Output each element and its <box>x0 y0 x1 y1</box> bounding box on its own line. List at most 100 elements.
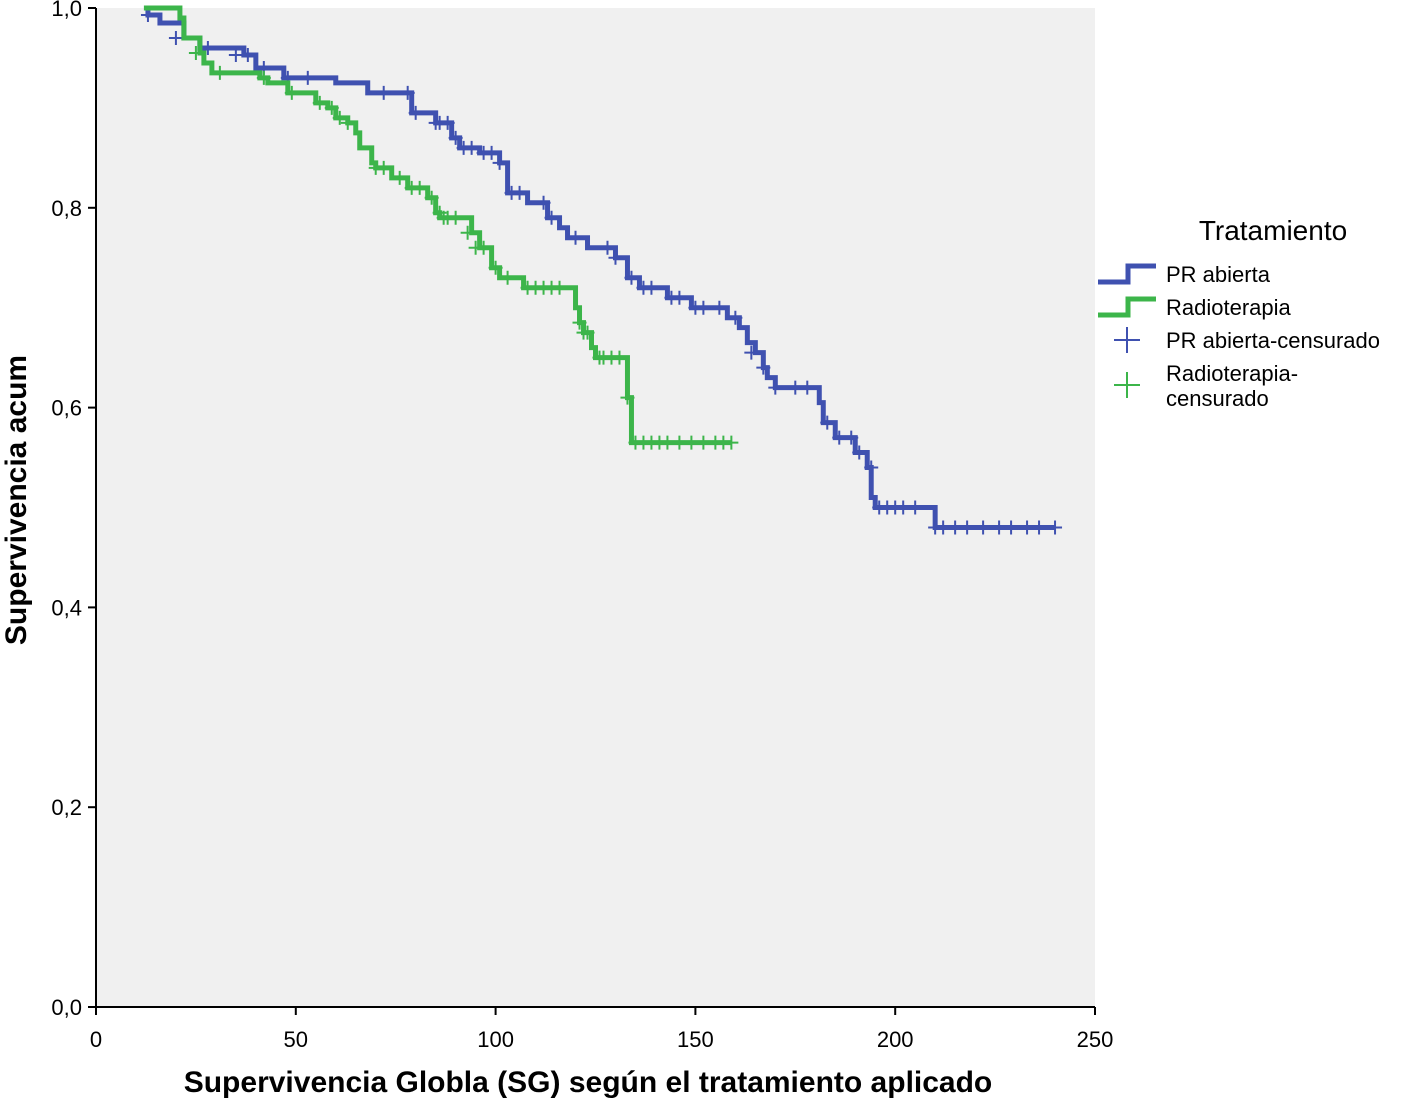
censor-mark-pr-abierta <box>600 240 615 255</box>
censor-mark-pr-abierta <box>976 520 991 535</box>
censor-mark-radioterapia <box>580 325 595 340</box>
censor-mark-pr-abierta <box>744 345 759 360</box>
censor-mark-pr-abierta <box>696 300 711 315</box>
censor-mark-radioterapia <box>448 210 463 225</box>
censor-mark-pr-abierta <box>852 445 867 460</box>
censor-mark-pr-abierta <box>896 500 911 515</box>
x-tick-label: 100 <box>477 1027 514 1052</box>
censor-mark-pr-abierta <box>788 380 803 395</box>
censor-mark-radioterapia <box>724 435 739 450</box>
censor-mark-pr-abierta <box>240 47 255 62</box>
censor-mark-pr-abierta <box>536 195 551 210</box>
x-tick-label: 200 <box>877 1027 914 1052</box>
censor-mark-radioterapia <box>620 390 635 405</box>
x-axis-title: Supervivencia Globla (SG) según el trata… <box>184 1066 993 1099</box>
censor-mark-radioterapia <box>460 225 475 240</box>
legend-label-pr-abierta-censurado: PR abierta-censurado <box>1166 328 1380 353</box>
censor-mark-pr-abierta <box>608 250 623 265</box>
censor-mark-pr-abierta <box>832 430 847 445</box>
y-tick-label: 0,8 <box>51 196 82 221</box>
censor-mark-pr-abierta <box>544 210 559 225</box>
plot-background <box>96 8 1095 1007</box>
legend-swatch-radioterapia-censurado <box>1114 372 1140 398</box>
censor-mark-radioterapia <box>660 435 675 450</box>
axes-layer: 0 50 100 150 200 250 0,0 0,2 0,4 0,6 0,8 1,0 <box>51 0 1113 1052</box>
censor-mark-pr-abierta <box>936 520 951 535</box>
y-tick-label: 0,6 <box>51 396 82 421</box>
censor-mark-radioterapia <box>696 435 711 450</box>
y-tick-label: 0,2 <box>51 795 82 820</box>
censor-mark-pr-abierta <box>1032 520 1047 535</box>
censor-mark-radioterapia <box>312 95 327 110</box>
y-tick-label: 0,4 <box>51 595 82 620</box>
x-tick-label: 150 <box>677 1027 714 1052</box>
censor-mark-radioterapia <box>424 190 439 205</box>
censor-mark-pr-abierta <box>820 415 835 430</box>
legend-swatch-pr-abierta <box>1098 263 1156 285</box>
legend-title: Tratamiento <box>1199 215 1347 246</box>
censor-mark-pr-abierta <box>440 115 455 130</box>
censor-mark-radioterapia <box>340 115 355 130</box>
x-tick-label: 0 <box>90 1027 102 1052</box>
censor-mark-pr-abierta <box>228 47 243 62</box>
censor-mark-radioterapia <box>212 65 227 80</box>
censor-mark-pr-abierta <box>300 70 315 85</box>
censor-mark-pr-abierta <box>644 280 659 295</box>
censor-mark-pr-abierta <box>1048 520 1063 535</box>
censor-mark-pr-abierta <box>960 520 975 535</box>
censor-mark-pr-abierta <box>484 145 499 160</box>
censor-mark-pr-abierta <box>400 85 415 100</box>
censor-mark-pr-abierta <box>1020 520 1035 535</box>
marks-layer <box>140 5 1063 535</box>
censor-mark-pr-abierta <box>464 140 479 155</box>
censor-mark-radioterapia <box>324 100 339 115</box>
legend-swatch-pr-abierta-censurado <box>1114 327 1140 353</box>
y-axis-title: Supervivencia acum <box>0 355 33 645</box>
y-tick-label: 1,0 <box>51 0 82 21</box>
censor-mark-radioterapia <box>256 70 271 85</box>
legend-label-radioterapia-censurado: Radioterapia- <box>1166 361 1298 386</box>
censor-mark-pr-abierta <box>728 310 743 325</box>
censor-mark-radioterapia <box>376 160 391 175</box>
censor-mark-radioterapia <box>572 315 587 330</box>
censor-mark-radioterapia <box>188 45 203 60</box>
censor-mark-pr-abierta <box>800 380 815 395</box>
censor-mark-radioterapia <box>672 435 687 450</box>
censor-mark-radioterapia <box>552 280 567 295</box>
censor-mark-pr-abierta <box>908 500 923 515</box>
censor-mark-pr-abierta <box>672 290 687 305</box>
censor-mark-pr-abierta <box>200 40 215 55</box>
legend-swatch-radioterapia <box>1098 296 1156 318</box>
censor-mark-radioterapia <box>500 270 515 285</box>
x-tick-label: 50 <box>284 1027 308 1052</box>
censor-mark-radioterapia <box>612 350 627 365</box>
censor-mark-pr-abierta <box>168 30 183 45</box>
censor-mark-pr-abierta <box>768 380 783 395</box>
censor-mark-radioterapia <box>684 435 699 450</box>
censor-mark-pr-abierta <box>844 430 859 445</box>
censor-mark-pr-abierta <box>992 520 1007 535</box>
censor-mark-pr-abierta <box>624 270 639 285</box>
censor-mark-pr-abierta <box>376 85 391 100</box>
censor-mark-pr-abierta <box>512 185 527 200</box>
legend-label-radioterapia-censurado: censurado <box>1166 386 1269 411</box>
legend-label-pr-abierta: PR abierta <box>1166 262 1271 287</box>
censor-mark-pr-abierta <box>712 300 727 315</box>
censor-mark-radioterapia <box>412 180 427 195</box>
censor-mark-pr-abierta <box>948 520 963 535</box>
legend-entries: PR abierta Radioterapia PR abierta-censura… <box>1098 262 1380 411</box>
censor-mark-pr-abierta <box>864 460 879 475</box>
censor-mark-radioterapia <box>392 170 407 185</box>
censor-mark-pr-abierta <box>568 230 583 245</box>
y-tick-label: 0,0 <box>51 995 82 1020</box>
censor-mark-radioterapia <box>332 110 347 125</box>
censor-mark-radioterapia <box>476 240 491 255</box>
censor-mark-pr-abierta <box>492 155 507 170</box>
survival-curve-pr-abierta <box>143 5 1056 530</box>
legend-label-radioterapia: Radioterapia <box>1166 295 1292 320</box>
censor-mark-radioterapia <box>488 260 503 275</box>
censor-mark-pr-abierta <box>1004 520 1019 535</box>
